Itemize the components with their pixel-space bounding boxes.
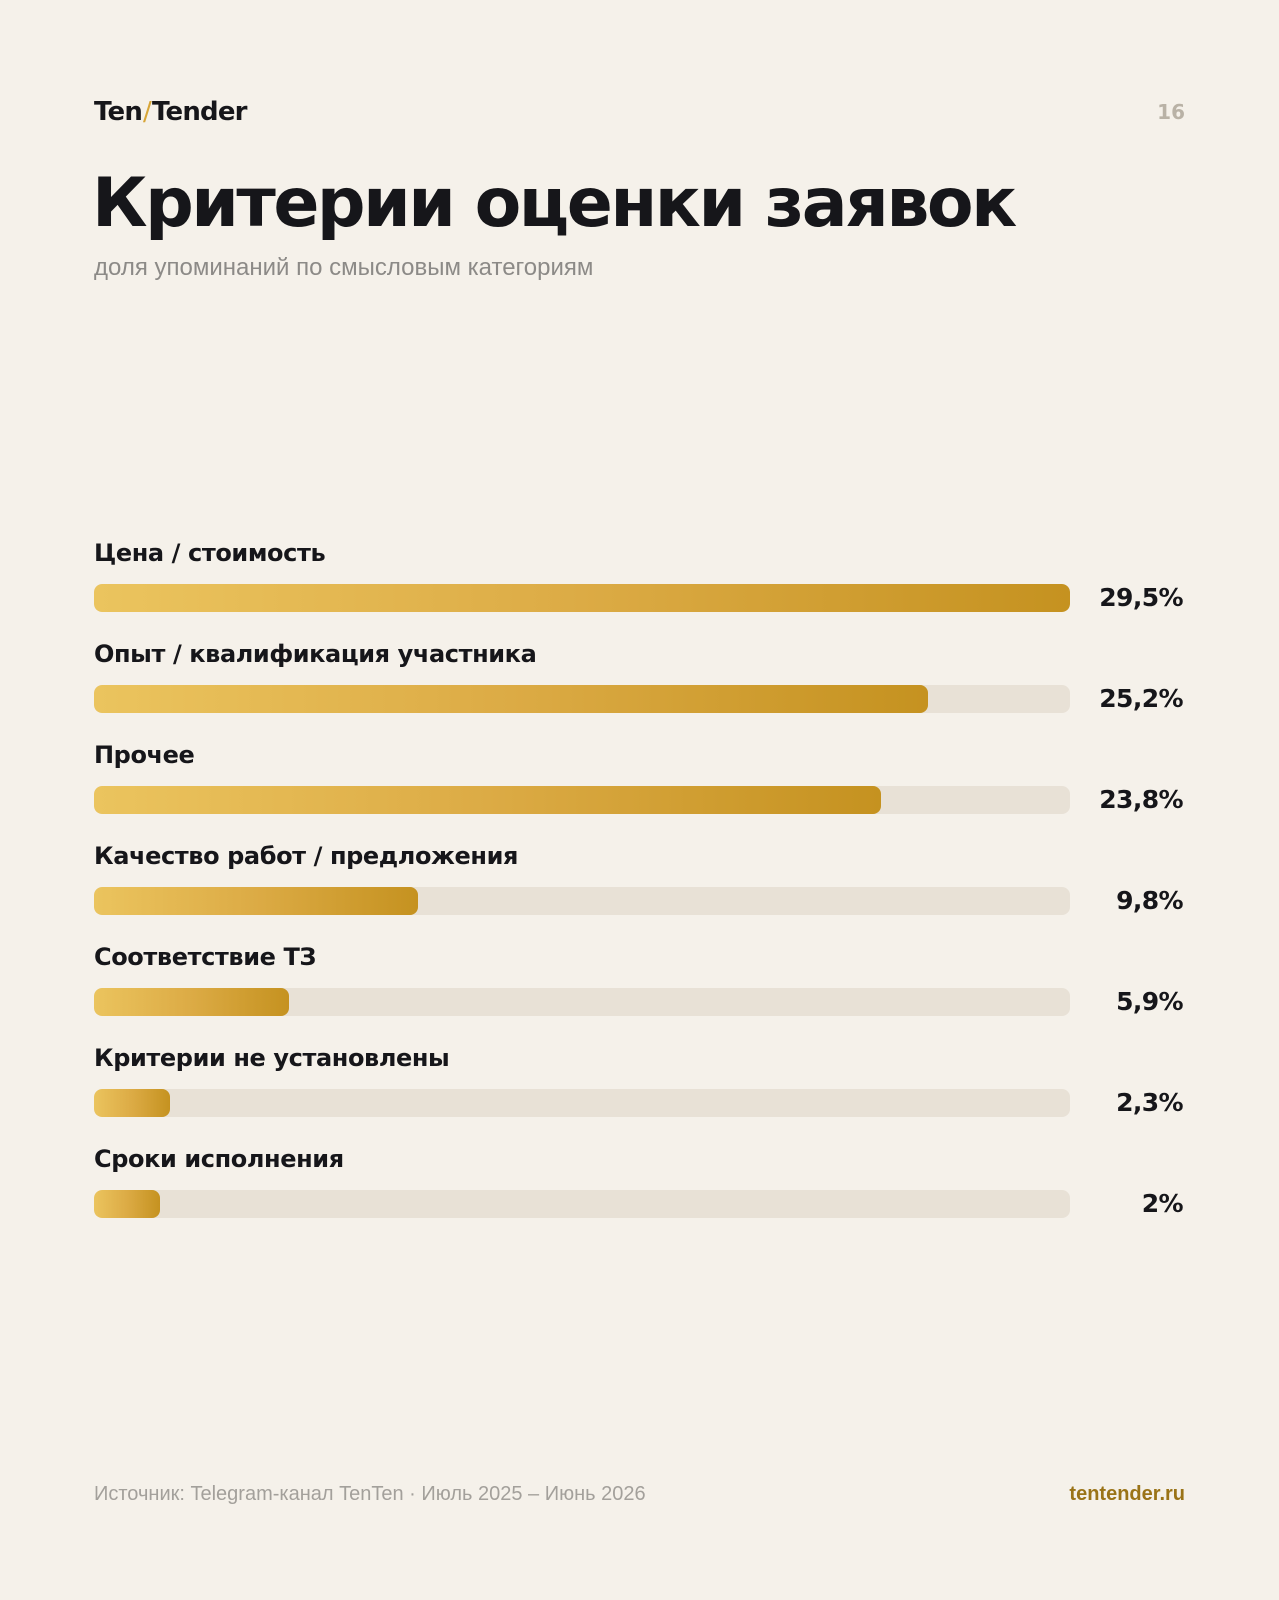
bar-value-label: 2% bbox=[1141, 1189, 1184, 1218]
source-note: Источник: Telegram-канал TenTen · Июль 2… bbox=[94, 1483, 646, 1505]
bar-value-label: 29,5% bbox=[1099, 583, 1183, 612]
chart-title: Критерии оценки заявок bbox=[92, 164, 1017, 243]
bar-row: Цена / стоимость 29,5% bbox=[94, 536, 1184, 637]
bar-row: Критерии не установлены 2,3% bbox=[94, 1041, 1184, 1142]
logo-text-right: Tender bbox=[152, 97, 248, 127]
bar-chart: Цена / стоимость 29,5% Опыт / квалификация… bbox=[94, 536, 1184, 1243]
bar-fill bbox=[94, 1190, 161, 1218]
bar-track bbox=[94, 685, 1070, 713]
bar-category-label: Цена / стоимость bbox=[94, 539, 326, 567]
bar-track bbox=[94, 1089, 1070, 1117]
bar-fill bbox=[94, 1089, 171, 1117]
logo-separator: / bbox=[143, 97, 152, 127]
bar-category-label: Опыт / квалификация участника bbox=[94, 640, 537, 668]
brand-logo: Ten/Tender bbox=[94, 94, 248, 130]
bar-fill bbox=[94, 786, 882, 814]
bar-row: Опыт / квалификация участника 25,2% bbox=[94, 637, 1184, 738]
chart-subtitle: доля упоминаний по смысловым категориям bbox=[94, 254, 594, 281]
bar-track bbox=[94, 988, 1070, 1016]
bar-fill bbox=[94, 584, 1070, 612]
bar-value-label: 2,3% bbox=[1116, 1088, 1184, 1117]
page-number: 16 bbox=[1157, 100, 1185, 124]
logo-text-left: Ten bbox=[94, 97, 143, 127]
bar-row: Прочее 23,8% bbox=[94, 738, 1184, 839]
bar-category-label: Критерии не установлены bbox=[94, 1044, 450, 1072]
bar-category-label: Качество работ / предложения bbox=[94, 842, 518, 870]
bar-fill bbox=[94, 988, 290, 1016]
bar-category-label: Сроки исполнения bbox=[94, 1145, 344, 1173]
footer: Источник: Telegram-канал TenTen · Июль 2… bbox=[94, 1478, 1185, 1510]
bar-fill bbox=[94, 685, 928, 713]
bar-value-label: 9,8% bbox=[1116, 886, 1184, 915]
bar-category-label: Соответствие ТЗ bbox=[94, 943, 317, 971]
bar-value-label: 5,9% bbox=[1116, 987, 1184, 1016]
bar-row: Качество работ / предложения 9,8% bbox=[94, 839, 1184, 940]
bar-fill bbox=[94, 887, 419, 915]
bar-category-label: Прочее bbox=[94, 741, 195, 769]
site-link[interactable]: tentender.ru bbox=[1069, 1483, 1185, 1505]
bar-track bbox=[94, 584, 1070, 612]
header: Ten/Tender 16 bbox=[94, 94, 1185, 130]
bar-value-label: 23,8% bbox=[1099, 785, 1183, 814]
bar-value-label: 25,2% bbox=[1099, 684, 1183, 713]
bar-track bbox=[94, 887, 1070, 915]
bar-row: Сроки исполнения 2% bbox=[94, 1142, 1184, 1243]
bar-track bbox=[94, 1190, 1070, 1218]
bar-track bbox=[94, 786, 1070, 814]
bar-row: Соответствие ТЗ 5,9% bbox=[94, 940, 1184, 1041]
